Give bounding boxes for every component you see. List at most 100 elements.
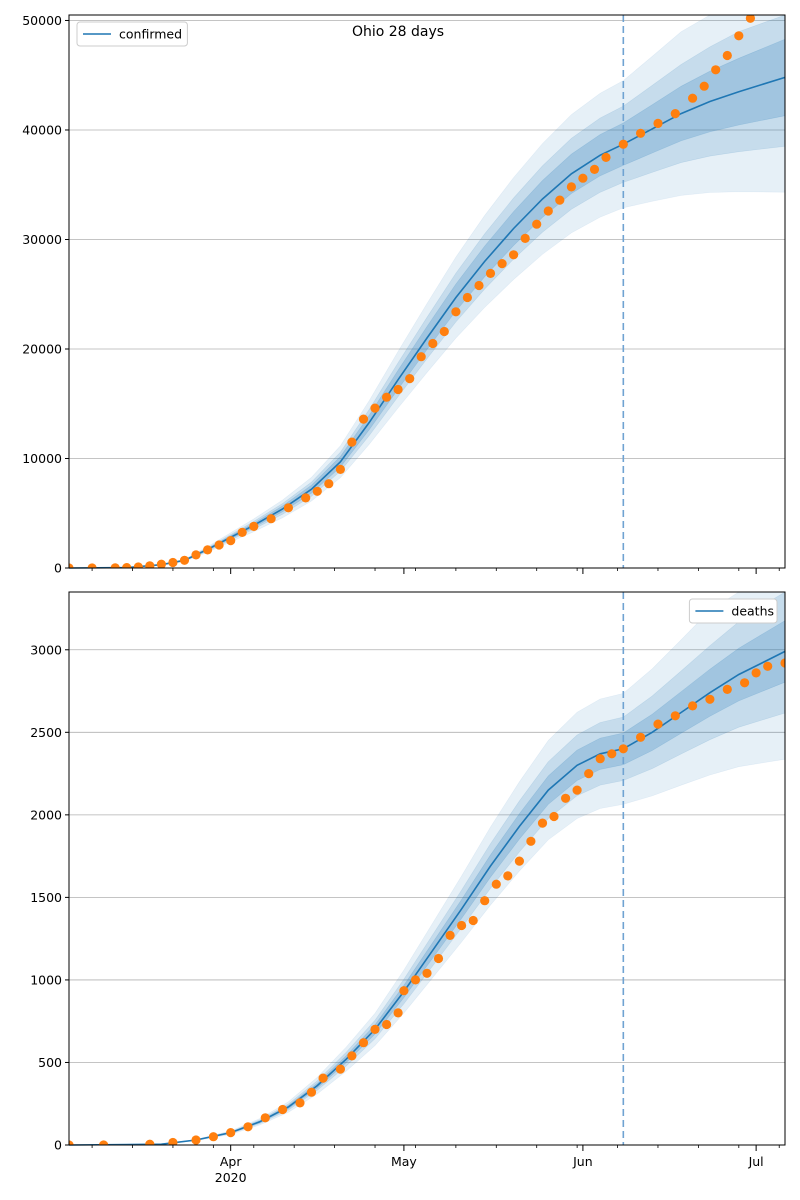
fitted-line xyxy=(68,650,786,1146)
observed-point xyxy=(278,1104,288,1115)
observed-point xyxy=(410,975,421,985)
y-tick-label: 20000 xyxy=(22,341,62,356)
y-tick-label: 1500 xyxy=(30,890,62,905)
observed-point xyxy=(347,1051,357,1061)
y-tick-label: 2000 xyxy=(30,807,62,822)
observed-point xyxy=(445,930,455,941)
observed-point xyxy=(607,749,617,759)
observed-points xyxy=(69,658,785,1145)
observed-point xyxy=(69,1140,74,1145)
uncertainty-bands xyxy=(68,14,786,569)
observed-point xyxy=(514,856,525,866)
observed-point xyxy=(520,233,530,243)
observed-point xyxy=(670,109,680,119)
observed-point xyxy=(99,1140,109,1145)
observed-point xyxy=(462,292,472,303)
observed-point xyxy=(145,1139,155,1145)
observed-point xyxy=(69,563,74,568)
observed-point xyxy=(358,1038,369,1048)
observed-point xyxy=(87,563,97,568)
observed-point xyxy=(145,561,155,568)
observed-point xyxy=(306,1087,317,1097)
axes-frame xyxy=(68,591,786,1146)
uncertainty-band xyxy=(68,620,786,1146)
observed-point xyxy=(370,403,380,413)
observed-point xyxy=(601,152,611,162)
y-tick-label: 2500 xyxy=(30,725,62,740)
observed-point xyxy=(474,280,484,291)
observed-point xyxy=(358,414,369,424)
chart-title: Ohio 28 days xyxy=(352,24,444,40)
observed-point xyxy=(237,527,247,538)
observed-point xyxy=(722,50,732,61)
observed-point xyxy=(653,719,663,729)
y-tick-label: 1000 xyxy=(30,972,62,987)
observed-point xyxy=(780,658,785,668)
observed-point xyxy=(503,871,513,881)
x-tick-label: Jun xyxy=(572,1154,593,1169)
legend: deaths xyxy=(688,598,778,624)
observed-point xyxy=(439,326,449,337)
observed-point xyxy=(532,219,542,229)
observed-point xyxy=(399,986,409,996)
observed-point xyxy=(382,392,392,402)
observed-point xyxy=(618,744,628,754)
observed-point xyxy=(260,1113,270,1123)
observed-point xyxy=(295,1098,305,1108)
observed-point xyxy=(497,259,507,269)
observed-point xyxy=(618,139,628,149)
observed-point xyxy=(382,1019,392,1030)
observed-point xyxy=(526,836,536,846)
observed-point xyxy=(133,562,143,568)
observed-point xyxy=(745,15,755,23)
observed-point xyxy=(191,550,201,560)
observed-point xyxy=(636,732,646,742)
observed-point xyxy=(543,206,553,216)
uncertainty-bands xyxy=(68,591,786,1146)
y-tick-label: 50000 xyxy=(22,13,62,28)
y-tick-label: 30000 xyxy=(22,232,62,247)
x-tick-label: May xyxy=(391,1154,417,1169)
observed-point xyxy=(324,479,334,489)
observed-point xyxy=(688,93,698,103)
axes-frame xyxy=(68,14,786,569)
observed-point xyxy=(508,250,519,260)
observed-point xyxy=(491,879,501,889)
observed-point xyxy=(705,694,715,704)
observed-point xyxy=(763,661,773,671)
legend-label-deaths: deaths xyxy=(731,604,774,619)
observed-point xyxy=(561,793,571,803)
observed-points xyxy=(69,15,755,568)
observed-point xyxy=(636,128,646,138)
observed-point xyxy=(416,352,426,362)
observed-point xyxy=(226,536,236,546)
legend: confirmed xyxy=(76,21,188,47)
observed-point xyxy=(549,811,559,822)
observed-point xyxy=(393,1008,403,1018)
observed-point xyxy=(451,307,461,317)
observed-point xyxy=(433,953,444,964)
x-tick-label: Apr xyxy=(220,1154,242,1169)
observed-point xyxy=(457,920,467,931)
observed-point xyxy=(468,915,478,926)
observed-point xyxy=(283,503,293,513)
observed-point xyxy=(347,437,357,447)
observed-point xyxy=(688,701,698,711)
observed-point xyxy=(537,818,548,828)
observed-point xyxy=(734,31,744,41)
observed-point xyxy=(266,514,276,524)
y-gridlines xyxy=(69,20,785,459)
observed-point xyxy=(572,785,582,795)
y-tick-label: 10000 xyxy=(22,451,62,466)
legend-box xyxy=(76,21,188,47)
observed-point xyxy=(249,521,259,532)
y-tick-label: 0 xyxy=(54,561,62,576)
observed-point xyxy=(393,384,403,395)
observed-point xyxy=(589,164,600,174)
observed-point xyxy=(584,769,594,779)
observed-point xyxy=(191,1135,201,1145)
y-tick-label: 500 xyxy=(38,1055,62,1070)
observed-point xyxy=(670,711,680,721)
